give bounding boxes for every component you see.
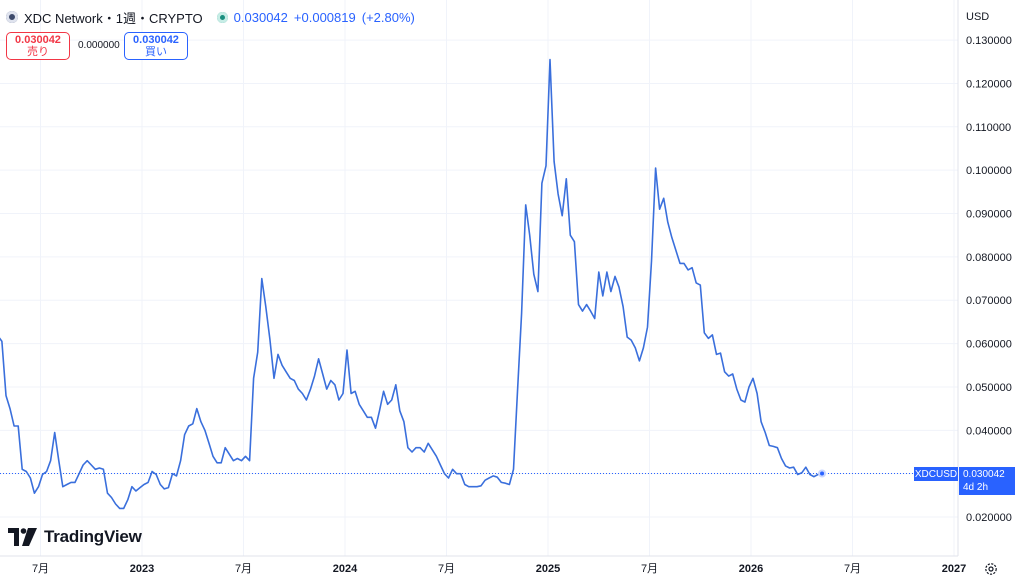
y-tick-label: 0.080000 (966, 252, 1012, 264)
buy-price: 0.030042 (133, 34, 179, 46)
y-tick-label: 0.020000 (966, 512, 1012, 524)
sell-label: 売り (27, 46, 49, 58)
symbol-title[interactable]: XDC Network・1週・CRYPTO (24, 10, 203, 26)
tradingview-wordmark: TradingView (44, 527, 142, 546)
currency-selector[interactable]: USD (966, 11, 990, 23)
current-price-tag: 0.030042 4d 2h (959, 467, 1015, 495)
buy-button[interactable]: 0.030042 買い (124, 32, 188, 60)
sell-button[interactable]: 0.030042 売り (6, 32, 70, 60)
x-tick-label: 2024 (333, 563, 358, 575)
x-tick-label: 7月 (32, 563, 49, 575)
price-change: +0.000819 (293, 9, 356, 25)
x-tick-label: 7月 (438, 563, 455, 575)
sell-price: 0.030042 (15, 34, 61, 46)
y-tick-label: 0.070000 (966, 295, 1012, 307)
y-tick-label: 0.090000 (966, 209, 1012, 221)
gear-icon (985, 563, 997, 575)
x-tick-label: 2025 (536, 563, 560, 575)
x-tick-label: 2023 (130, 563, 154, 575)
market-status-icon[interactable] (216, 11, 228, 23)
chart-grid (0, 0, 958, 556)
x-tick-label: 2026 (739, 563, 763, 575)
spread-value: 0.000000 (78, 40, 120, 51)
chart-settings-button[interactable] (983, 561, 999, 577)
symbol-legend: XDC Network・1週・CRYPTO 0.030042 +0.000819… (6, 8, 415, 26)
xdc-coin-icon (6, 11, 18, 23)
last-price-marker (818, 469, 827, 478)
x-axis[interactable]: 7月 2023 7月 2024 7月 2025 7月 2026 7月 2027 (32, 563, 966, 575)
bar-countdown: 4d 2h (963, 482, 989, 493)
x-tick-label: 7月 (235, 563, 252, 575)
price-series-line (0, 58, 823, 510)
y-tick-label: 0.130000 (966, 35, 1012, 47)
last-price: 0.030042 (233, 9, 288, 25)
y-tick-label: 0.120000 (966, 78, 1012, 90)
buy-label: 買い (145, 46, 167, 58)
y-axis[interactable]: 0.0200000.0300000.0400000.0500000.060000… (966, 35, 1012, 524)
tradingview-logo[interactable]: TradingView (8, 527, 142, 547)
y-tick-label: 0.060000 (966, 339, 1012, 351)
price-change-percent: (+2.80%) (361, 9, 415, 25)
current-price-value: 0.030042 (963, 469, 1005, 480)
symbol-price-label: XDCUSD (914, 467, 958, 481)
y-tick-label: 0.040000 (966, 425, 1012, 437)
x-tick-label: 7月 (641, 563, 658, 575)
y-tick-label: 0.100000 (966, 165, 1012, 177)
tradingview-logo-icon (8, 528, 37, 546)
y-tick-label: 0.050000 (966, 382, 1012, 394)
x-tick-label: 2027 (942, 563, 966, 575)
y-tick-label: 0.110000 (966, 122, 1011, 134)
x-tick-label: 7月 (844, 563, 861, 575)
